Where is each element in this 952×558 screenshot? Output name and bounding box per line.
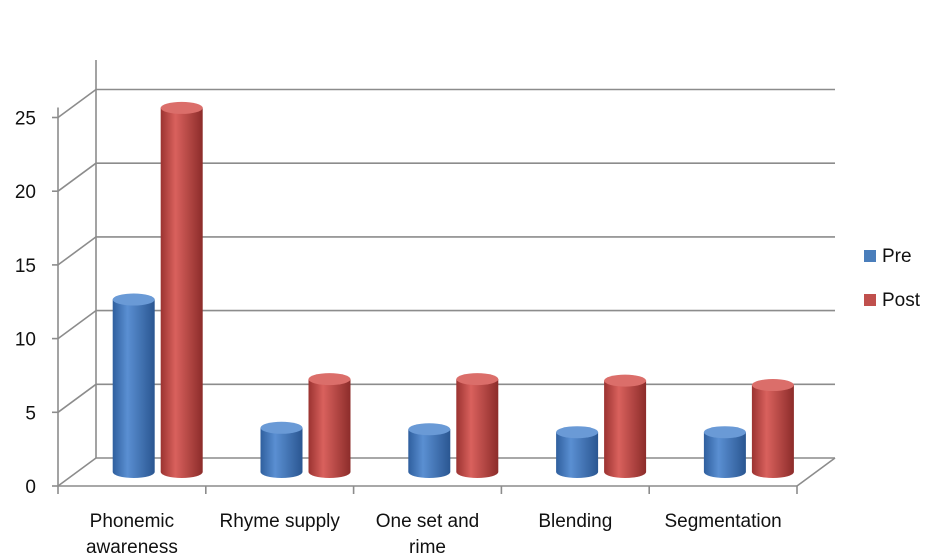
bar-top	[112, 293, 155, 306]
bar-top	[604, 374, 647, 387]
bar-top	[260, 421, 303, 434]
gridline-depth	[57, 457, 97, 487]
x-category-label: Phonemic	[90, 511, 175, 532]
x-category-label: Segmentation	[664, 511, 781, 532]
x-category-label: One set and	[376, 511, 480, 532]
bar-body	[604, 380, 647, 479]
bar-post	[751, 379, 794, 479]
legend-swatch-pre	[864, 250, 876, 262]
bar-top	[160, 101, 203, 114]
bar-top	[456, 373, 499, 386]
bar-body	[751, 385, 794, 479]
gridline-depth	[57, 309, 97, 340]
gridline-depth	[57, 236, 97, 266]
bar-body	[112, 299, 155, 479]
y-tick-label: 15	[15, 256, 36, 277]
legend-swatch-post	[864, 294, 876, 306]
legend-label-post: Post	[882, 290, 921, 311]
x-category-label: Blending	[538, 511, 612, 532]
bar-body	[556, 432, 599, 479]
bar-body	[308, 379, 351, 479]
bar-pre	[260, 421, 303, 479]
bar-top	[703, 426, 746, 439]
bar-body	[456, 379, 499, 479]
bar-pre	[703, 426, 746, 479]
bar-body	[703, 432, 746, 479]
bar-pre	[408, 423, 451, 479]
bar-post	[456, 373, 499, 479]
x-category-label: rime	[409, 537, 446, 558]
x-category-label: Rhyme supply	[220, 511, 341, 532]
bar-body	[408, 429, 451, 479]
y-tick-label: 25	[15, 109, 36, 130]
floor-edge	[796, 457, 836, 487]
gridline-depth	[57, 383, 97, 413]
y-tick-label: 5	[25, 403, 36, 424]
gridline-depth	[57, 162, 97, 192]
bar-top	[408, 423, 451, 436]
bar-post	[604, 374, 647, 479]
legend-label-pre: Pre	[882, 246, 912, 267]
bar-pre	[112, 293, 155, 479]
y-tick-label: 0	[25, 477, 36, 498]
x-category-label: awareness	[86, 537, 178, 558]
bar-body	[260, 427, 303, 479]
bar-top	[751, 379, 794, 392]
bar-pre	[556, 426, 599, 479]
bar-post	[308, 373, 351, 479]
y-tick-label: 20	[15, 182, 36, 203]
bar-post	[160, 101, 203, 479]
bar-body	[160, 107, 203, 479]
bar-top	[556, 426, 599, 439]
gridline-depth	[57, 88, 97, 119]
bar-top	[308, 373, 351, 386]
y-tick-label: 10	[15, 330, 36, 351]
